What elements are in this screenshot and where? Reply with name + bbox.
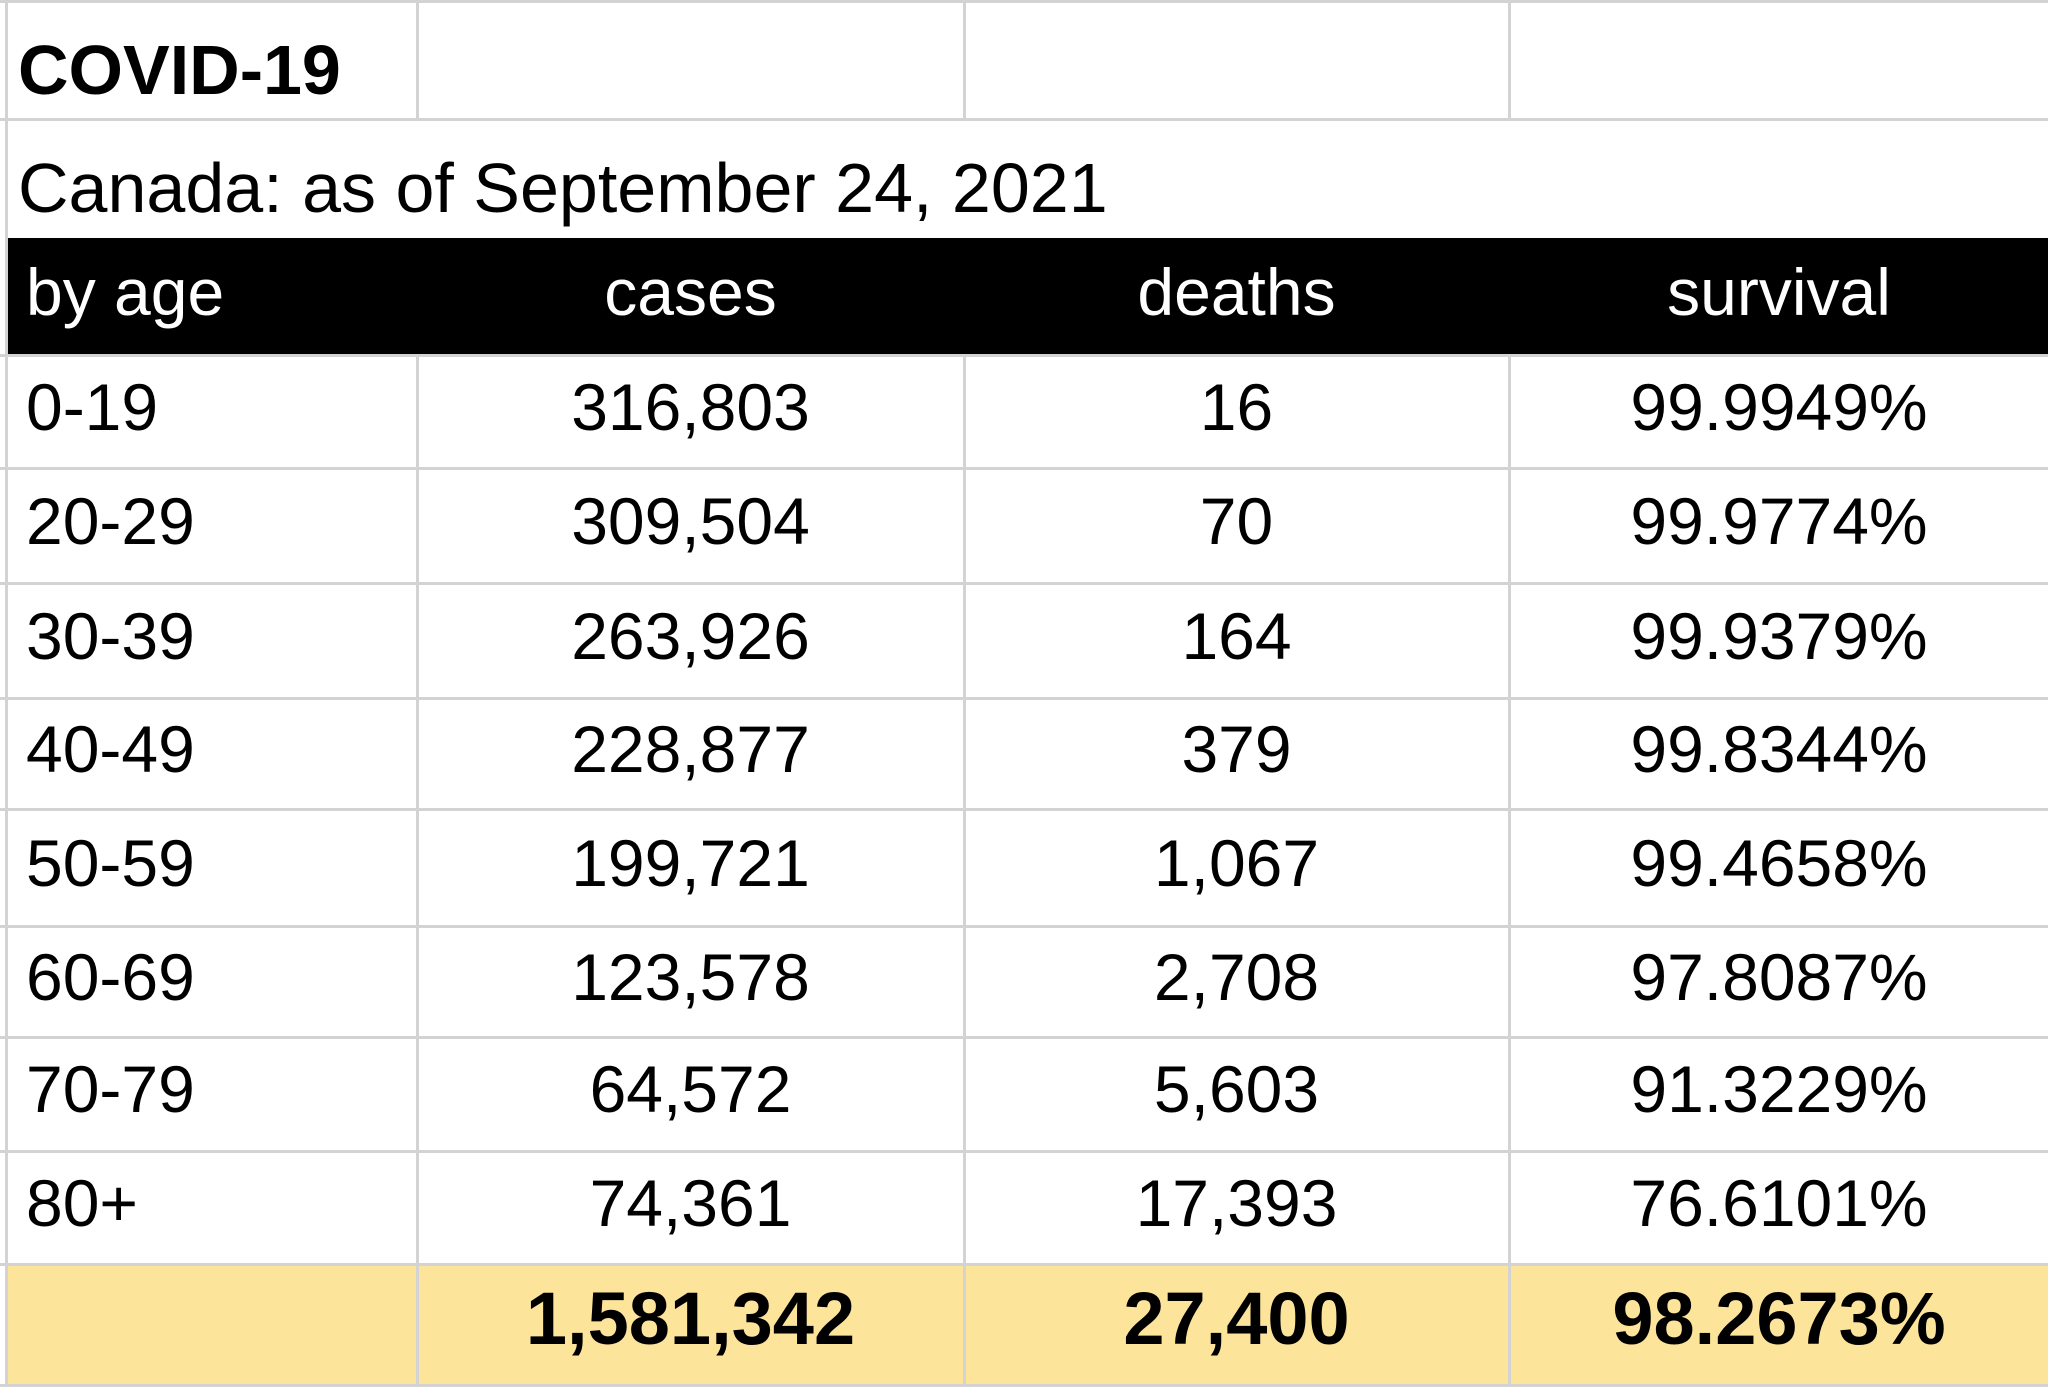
survival-cell: 99.9949% [1630,370,1928,444]
column-gridline [1508,354,1511,1387]
deaths-cell: 2,708 [1153,940,1320,1014]
row-gridline [0,467,2048,470]
column-gridline [963,0,966,118]
survival-cell: 99.8344% [1630,712,1928,786]
total-deaths-cell: 27,400 [1123,1277,1350,1360]
survival-cell: 76.6101% [1630,1166,1928,1240]
column-header-survival: survival [1667,255,1891,329]
total-cases-cell: 1,581,342 [525,1277,856,1360]
column-gridline [416,354,419,1387]
row-gridline [0,1263,2048,1266]
deaths-cell: 164 [1181,599,1292,673]
row-gridline [0,925,2048,928]
age-group-cell: 60-69 [26,940,195,1014]
cases-cell: 123,578 [571,940,810,1014]
cases-cell: 309,504 [571,484,810,558]
deaths-cell: 70 [1199,484,1274,558]
cases-cell: 316,803 [571,370,810,444]
row-gridline [0,1384,2048,1387]
column-header-deaths: deaths [1137,255,1336,329]
total-survival-cell: 98.2673% [1612,1277,1946,1360]
row-gridline [0,0,2048,3]
row-gridline [0,354,2048,357]
cases-cell: 228,877 [571,712,810,786]
deaths-cell: 1,067 [1153,826,1320,900]
row-gridline [0,697,2048,700]
row-gridline [0,118,2048,121]
deaths-cell: 16 [1199,370,1274,444]
column-gridline [5,0,8,1387]
cases-cell: 263,926 [571,599,810,673]
cases-cell: 74,361 [589,1166,792,1240]
row-gridline [0,582,2048,585]
survival-cell: 97.8087% [1630,940,1928,1014]
age-group-cell: 30-39 [26,599,195,673]
survival-cell: 99.9774% [1630,484,1928,558]
deaths-cell: 17,393 [1135,1166,1338,1240]
column-header-cases: cases [604,255,777,329]
age-group-cell: 40-49 [26,712,195,786]
column-header-by-age: by age [26,255,225,329]
deaths-cell: 379 [1181,712,1292,786]
cases-cell: 199,721 [571,826,810,900]
column-gridline [416,0,419,118]
total-row-background [8,1263,2048,1387]
column-gridline [1508,0,1511,118]
header-row-background [8,238,2048,354]
row-gridline [0,1036,2048,1039]
survival-cell: 99.4658% [1630,826,1928,900]
deaths-cell: 5,603 [1153,1052,1320,1126]
age-group-cell: 20-29 [26,484,195,558]
age-group-cell: 70-79 [26,1052,195,1126]
row-gridline [0,1150,2048,1153]
survival-cell: 91.3229% [1630,1052,1928,1126]
table-subtitle: Canada: as of September 24, 2021 [18,149,1108,227]
column-gridline [963,354,966,1387]
table-title: COVID-19 [18,31,341,109]
row-gridline [0,808,2048,811]
age-group-cell: 0-19 [26,370,159,444]
survival-cell: 99.9379% [1630,599,1928,673]
age-group-cell: 80+ [26,1166,138,1240]
cases-cell: 64,572 [589,1052,792,1126]
age-group-cell: 50-59 [26,826,195,900]
